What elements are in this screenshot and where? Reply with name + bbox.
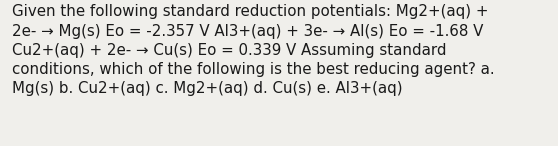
- Text: Given the following standard reduction potentials: Mg2+(aq) +
2e- → Mg(s) Eo = -: Given the following standard reduction p…: [12, 4, 495, 96]
